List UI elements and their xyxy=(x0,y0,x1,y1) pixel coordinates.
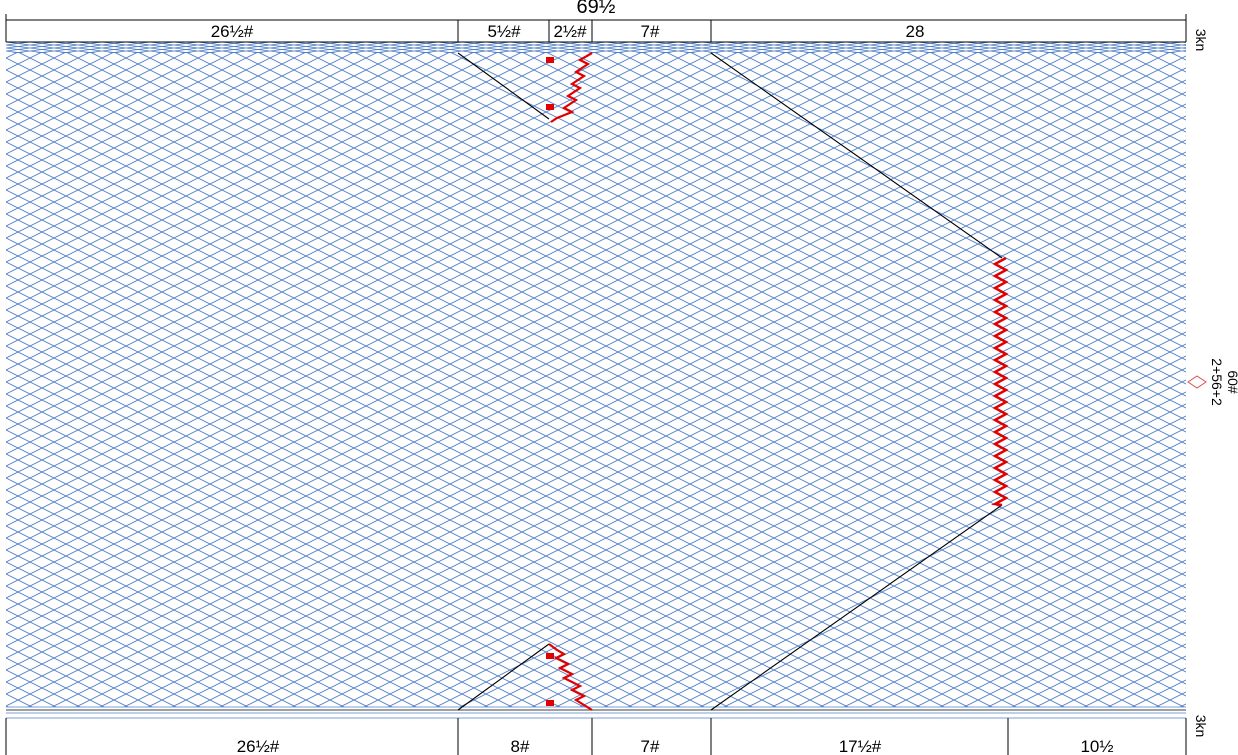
right-bottom-label: 3kn xyxy=(1193,715,1209,738)
red-zigzag-right xyxy=(991,256,1009,507)
mesh-diamond-icon xyxy=(1187,375,1207,389)
cut-lines xyxy=(457,52,1003,711)
bottom-segment-label: 26½# xyxy=(237,737,280,755)
red-zigzag-top xyxy=(550,52,593,123)
top-segment-label: 28 xyxy=(906,22,925,41)
red-marker xyxy=(546,57,554,63)
total-width-label: 69½ xyxy=(577,0,616,18)
bottom-dimension-lines xyxy=(5,718,1187,755)
bottom-selvedge xyxy=(6,706,1186,719)
right-top-label: 3kn xyxy=(1193,29,1209,52)
bottom-segment-label: 7# xyxy=(641,737,660,755)
red-marker xyxy=(546,104,554,110)
bottom-segment-label: 8# xyxy=(511,737,530,755)
red-zigzag-bottom xyxy=(548,643,593,711)
top-segment-label: 26½# xyxy=(211,22,254,41)
right-mesh-count-label: 2+56+2 xyxy=(1209,358,1225,406)
right-mesh-size-label: 60# xyxy=(1225,370,1238,394)
bottom-segment-label: 10½ xyxy=(1080,737,1113,755)
top-dimension-lines xyxy=(5,14,1187,43)
red-marker xyxy=(546,653,554,659)
mesh-area xyxy=(6,52,1186,707)
top-selvedge xyxy=(6,42,1186,53)
top-segment-label: 2½# xyxy=(553,22,587,41)
bottom-segment-label: 17½# xyxy=(839,737,882,755)
top-segment-label: 7# xyxy=(641,22,660,41)
top-segment-label: 5½# xyxy=(487,22,521,41)
red-marker xyxy=(546,700,554,706)
